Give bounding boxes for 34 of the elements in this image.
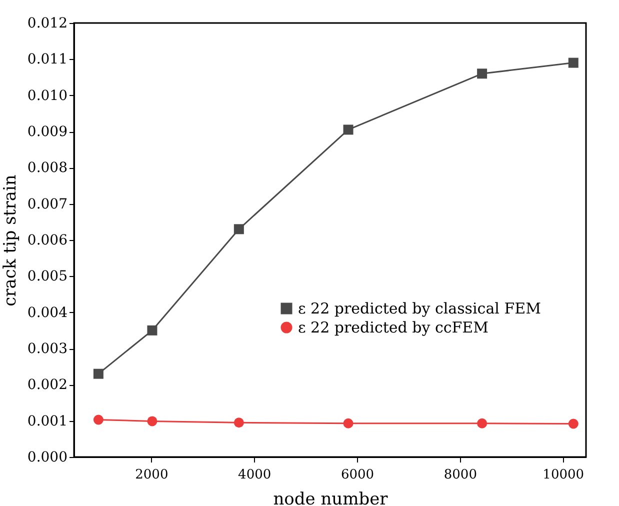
y-tick-label: 0.010: [27, 88, 68, 104]
y-tick-label: 0.006: [27, 232, 68, 248]
y-tick-label: 0.001: [27, 413, 68, 430]
point: [477, 418, 488, 428]
x-tick-label: 4000: [238, 468, 272, 482]
x-tick-label: 10000: [542, 468, 584, 482]
y-tick-label: 0.000: [27, 450, 68, 466]
point: [343, 418, 354, 428]
point: [234, 418, 244, 428]
y-tick-label: 0.011: [27, 52, 68, 68]
point: [568, 418, 578, 429]
legend-label: ε 22 predicted by ccFEM: [298, 318, 488, 336]
y-tick-label: 0.005: [27, 268, 68, 285]
point: [477, 68, 488, 79]
legend-label: ε 22 predicted by classical FEM: [298, 300, 541, 318]
y-tick-label: 0.008: [27, 160, 68, 176]
y-tick-label: 0.002: [27, 377, 68, 394]
y-tick-label: 0.012: [27, 16, 68, 32]
point: [93, 368, 104, 379]
y-tick-label: 0.003: [27, 341, 68, 357]
x-tick-label: 8000: [444, 468, 477, 482]
point: [147, 325, 158, 336]
x-tick-label: 2000: [135, 468, 168, 482]
x-tick-label: 6000: [340, 468, 374, 482]
y-tick-label: 0.004: [27, 304, 68, 321]
x-axis-title: node number: [273, 490, 389, 506]
point: [234, 224, 244, 234]
point: [343, 124, 354, 135]
point: [93, 414, 104, 425]
point: [568, 58, 578, 68]
y-tick-label: 0.009: [27, 124, 68, 140]
y-axis-title: crack tip strain: [0, 174, 20, 306]
y-tick-label: 0.007: [27, 196, 68, 212]
point: [147, 416, 158, 426]
